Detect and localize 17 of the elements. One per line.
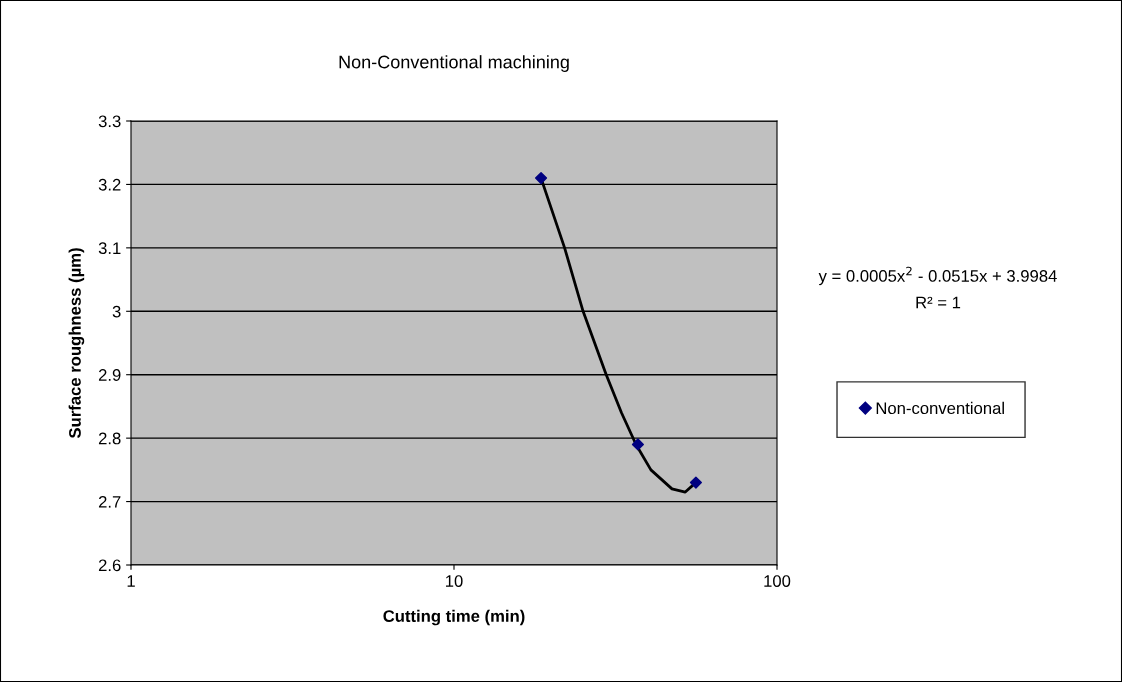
y-tick-label: 2.7 <box>98 495 121 508</box>
text: y = 0.0005x$^{2}$ - 0.0515x + 3.9984 <box>818 266 1057 286</box>
y-tick-label: 3.1 <box>98 242 121 255</box>
chart-title: Non-Conventional machining <box>339 55 569 72</box>
y-axis-title: Surface roughness (µm) <box>68 248 85 439</box>
text: R² = 1 <box>916 296 961 309</box>
y-tick-label: 3.2 <box>98 178 121 191</box>
y-tick-label: 2.6 <box>98 559 121 572</box>
x-tick-label: 10 <box>446 575 463 587</box>
y-tick-label: 3 <box>112 305 121 318</box>
x-tick-label: 1 <box>127 575 135 587</box>
y-tick-label: 2.9 <box>98 369 121 381</box>
y-tick-label: 3.3 <box>98 115 121 128</box>
x-tick-label: 100 <box>764 575 791 587</box>
legend-label: Non-conventional <box>876 401 1004 415</box>
y-tick-label: 2.8 <box>98 432 121 445</box>
x-axis-title: Cutting time (min) <box>383 609 525 626</box>
